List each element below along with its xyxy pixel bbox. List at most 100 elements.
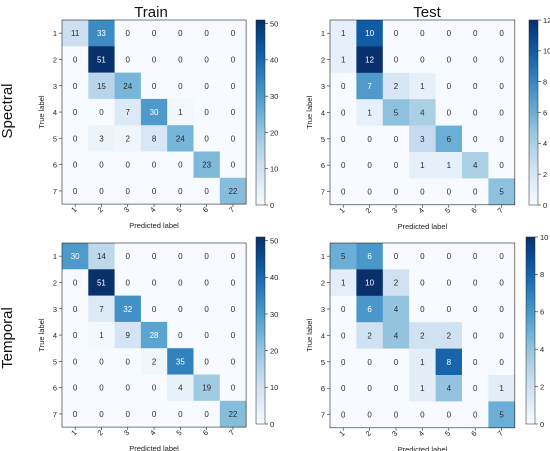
- y-tick-label: 5: [321, 135, 325, 144]
- matrix-cell: [409, 178, 436, 206]
- cell-value-label: 0: [152, 82, 157, 91]
- colorbar-tick-label: 4: [543, 139, 547, 148]
- cell-value-label: 10: [365, 279, 374, 288]
- y-tick-label: 1: [321, 29, 325, 38]
- cell-value-label: 30: [150, 108, 159, 117]
- cell-value-label: 0: [447, 188, 452, 197]
- matrix-cell: [462, 46, 489, 74]
- y-tick-label: 7: [53, 410, 57, 419]
- cell-value-label: 0: [341, 384, 346, 393]
- matrix-cell: [219, 243, 247, 270]
- matrix-cell: [435, 20, 463, 47]
- colorbar-tick-label: 10: [540, 233, 548, 242]
- matrix-cell: [114, 348, 142, 375]
- matrix-cell: [88, 269, 115, 296]
- cell-value-label: 32: [123, 305, 132, 314]
- matrix-cell: [488, 152, 516, 179]
- cell-value-label: 15: [97, 82, 106, 91]
- matrix-cell: [140, 46, 168, 73]
- matrix-cell: [88, 46, 115, 73]
- matrix-cell: [140, 400, 168, 428]
- matrix-cell: [462, 243, 489, 270]
- matrix-cell: [219, 269, 247, 296]
- cell-value-label: 0: [341, 161, 346, 170]
- matrix-cell: [62, 269, 89, 296]
- cell-value-label: 24: [176, 134, 185, 143]
- cell-value-label: 0: [367, 384, 372, 393]
- matrix-cell: [488, 99, 516, 126]
- x-tick-label: 7: [496, 206, 505, 215]
- cell-value-label: 1: [178, 108, 183, 117]
- y-tick-label: 5: [321, 358, 325, 367]
- cell-value-label: 0: [152, 278, 157, 287]
- cell-value-label: 0: [231, 252, 236, 261]
- matrix-cell: [219, 20, 247, 47]
- matrix-cell: [435, 99, 463, 126]
- matrix-cell: [356, 348, 384, 376]
- cell-value-label: 51: [97, 55, 106, 64]
- cell-value-label: 0: [73, 305, 78, 314]
- matrix-cell: [409, 269, 436, 297]
- cell-value-label: 0: [394, 29, 399, 38]
- matrix-cell: [62, 151, 89, 179]
- matrix-cell: [114, 374, 142, 402]
- matrix-cell: [62, 72, 89, 100]
- y-tick-label: 3: [53, 82, 57, 91]
- cell-value-label: 0: [231, 161, 236, 170]
- matrix-cell: [409, 152, 436, 179]
- cell-value-label: 0: [499, 279, 504, 288]
- y-axis-label: True label: [305, 319, 314, 352]
- matrix-cell: [62, 243, 89, 270]
- x-tick-label: 4: [148, 428, 157, 437]
- matrix-cell: [462, 375, 489, 402]
- colorbar-tick-label: 8: [540, 270, 544, 279]
- matrix-cell: [193, 400, 221, 428]
- matrix-cell: [88, 348, 115, 375]
- matrix-cell: [435, 375, 463, 402]
- colorbar-tick-label: 6: [543, 108, 547, 117]
- cell-value-label: 0: [447, 279, 452, 288]
- cell-value-label: 0: [499, 108, 504, 117]
- matrix-cell: [88, 98, 115, 126]
- cell-value-label: 0: [473, 411, 478, 420]
- matrix-cell: [88, 151, 115, 179]
- cell-value-label: 0: [204, 82, 209, 91]
- matrix-cell: [435, 72, 463, 100]
- cell-value-label: 0: [73, 187, 78, 196]
- cell-value-label: 12: [365, 56, 374, 65]
- matrix-cell: [330, 243, 357, 270]
- matrix-cell: [167, 400, 194, 428]
- y-tick-label: 3: [321, 305, 325, 314]
- cell-value-label: 0: [73, 278, 78, 287]
- matrix-cell: [88, 125, 115, 152]
- cell-value-label: 0: [231, 82, 236, 91]
- cell-value-label: 0: [499, 161, 504, 170]
- cell-value-label: 0: [341, 82, 346, 91]
- matrix-cell: [219, 295, 247, 323]
- matrix-cell: [62, 321, 89, 349]
- cell-value-label: 0: [367, 161, 372, 170]
- matrix-cell: [462, 348, 489, 376]
- cell-value-label: 24: [123, 82, 132, 91]
- cell-value-label: 6: [367, 305, 372, 314]
- cell-value-label: 0: [420, 56, 425, 65]
- cell-value-label: 0: [473, 279, 478, 288]
- matrix-cell: [62, 46, 89, 73]
- matrix-cell: [167, 374, 194, 402]
- matrix-cell: [167, 321, 194, 349]
- matrix-cell: [114, 46, 142, 73]
- column-title-test: Test: [413, 4, 441, 21]
- cell-value-label: 0: [152, 55, 157, 64]
- colorbar-tick-label: 12: [543, 16, 550, 25]
- x-tick-label: 4: [417, 206, 426, 215]
- cell-value-label: 0: [178, 29, 183, 38]
- matrix-cell: [356, 46, 384, 74]
- matrix-cell: [62, 177, 89, 205]
- matrix-cell: [114, 177, 142, 205]
- cell-value-label: 0: [447, 252, 452, 261]
- cell-value-label: 0: [99, 108, 104, 117]
- cell-value-label: 0: [152, 161, 157, 170]
- matrix-cell: [193, 243, 221, 270]
- cell-value-label: 7: [367, 82, 372, 91]
- matrix-cell: [462, 295, 489, 323]
